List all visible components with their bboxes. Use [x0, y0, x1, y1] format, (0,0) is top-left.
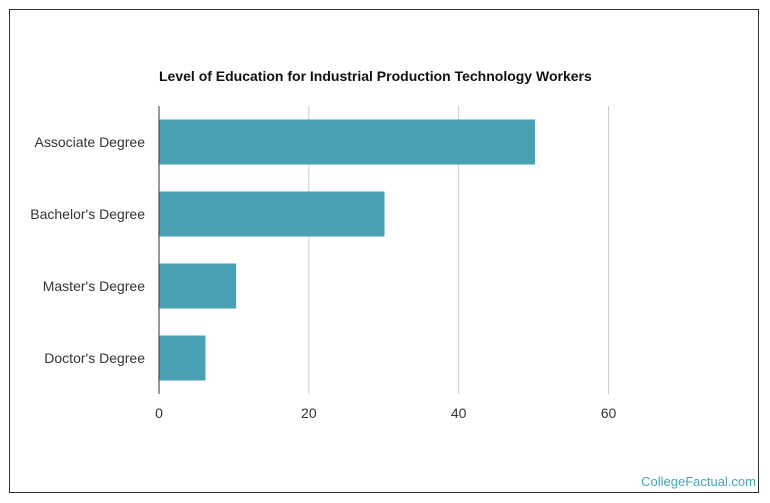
x-tick-label: 40 [451, 405, 467, 421]
bar-master-s-degree[interactable] [159, 263, 237, 309]
x-tick-label: 0 [155, 405, 163, 421]
category-label: Associate Degree [34, 134, 145, 150]
bars [159, 119, 536, 381]
chart-title: Level of Education for Industrial Produc… [159, 68, 592, 84]
category-label: Doctor's Degree [44, 350, 145, 366]
x-tick-label: 20 [301, 405, 317, 421]
bar-doctor-s-degree[interactable] [159, 335, 206, 381]
category-label: Bachelor's Degree [30, 206, 145, 222]
category-label: Master's Degree [43, 278, 145, 294]
bar-bachelor-s-degree[interactable] [159, 191, 385, 237]
category-labels: Associate Degree Bachelor's Degree Master'… [30, 134, 145, 366]
x-tick-label: 60 [601, 405, 617, 421]
watermark-link[interactable]: CollegeFactual.com [641, 474, 756, 489]
x-tick-labels: 0 20 40 60 [155, 405, 616, 421]
bar-associate-degree[interactable] [159, 119, 536, 165]
chart-frame [9, 9, 759, 493]
